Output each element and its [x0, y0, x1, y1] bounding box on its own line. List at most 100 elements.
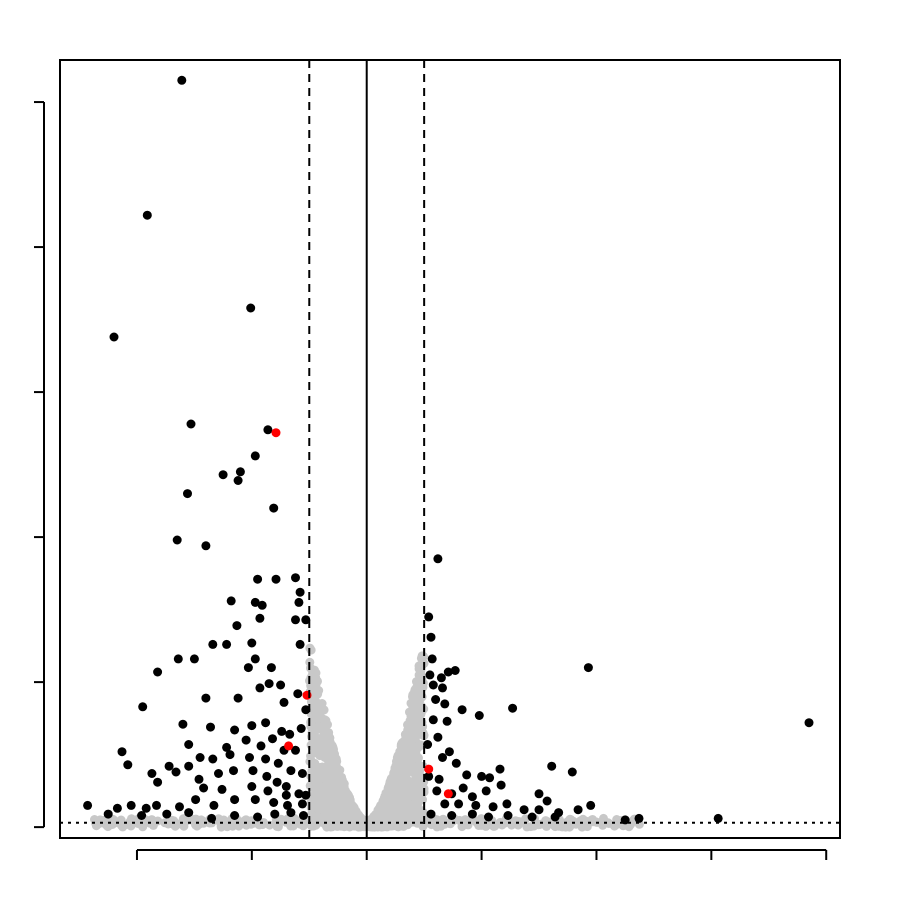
point-significant [438, 683, 447, 693]
point-not-significant [320, 733, 330, 743]
point-not-significant [402, 780, 412, 790]
point-significant [286, 766, 296, 776]
point-significant [293, 689, 303, 699]
point-significant [263, 786, 273, 796]
point-significant [424, 612, 434, 622]
point-significant [296, 724, 306, 733]
point-significant [266, 663, 276, 673]
point-significant [425, 670, 435, 680]
point-significant [269, 503, 279, 513]
point-not-significant [338, 783, 348, 793]
point-not-significant [387, 774, 397, 784]
point-significant [225, 750, 235, 760]
point-significant [173, 654, 183, 664]
point-not-significant [214, 814, 224, 824]
point-significant [496, 780, 506, 790]
point-not-significant [394, 777, 404, 787]
point-significant [495, 764, 505, 774]
point-significant [462, 770, 472, 780]
point-significant [109, 332, 119, 342]
point-significant [283, 800, 292, 810]
point-significant [112, 803, 122, 813]
point-significant [424, 771, 434, 781]
point-significant [277, 726, 287, 736]
point-significant [488, 802, 498, 812]
point-significant [291, 615, 300, 625]
point-not-significant [413, 799, 423, 809]
point-significant [440, 699, 450, 709]
point-significant [426, 632, 436, 642]
point-significant [214, 769, 223, 778]
point-significant [272, 777, 282, 787]
point-significant [294, 789, 304, 799]
point-significant [230, 811, 240, 820]
point-not-significant [416, 685, 426, 695]
point-not-significant [383, 784, 393, 793]
point-significant [433, 732, 443, 742]
point-significant [443, 667, 453, 677]
point-significant [297, 769, 307, 778]
point-significant [286, 808, 296, 818]
point-not-significant [191, 814, 201, 824]
point-significant [201, 541, 211, 551]
point-significant [257, 600, 267, 610]
point-significant [123, 760, 133, 770]
point-significant [209, 800, 219, 810]
point-not-significant [319, 723, 328, 733]
point-not-significant [319, 705, 329, 715]
point-not-significant [386, 812, 396, 822]
point-significant [233, 476, 243, 485]
point-significant [433, 554, 443, 564]
point-not-significant [295, 819, 305, 829]
point-significant [194, 774, 204, 784]
point-highlighted [443, 789, 453, 799]
point-not-significant [309, 695, 319, 705]
point-significant [281, 790, 291, 800]
point-significant [294, 597, 304, 607]
point-not-significant [529, 821, 539, 831]
point-significant [451, 758, 461, 768]
point-not-significant [118, 822, 128, 832]
point-significant [261, 754, 271, 764]
point-not-significant [624, 822, 634, 832]
point-significant [247, 638, 257, 648]
point-significant [248, 766, 258, 776]
point-highlighted [284, 741, 294, 751]
point-significant [567, 767, 577, 777]
point-not-significant [400, 762, 410, 771]
point-significant [147, 769, 157, 778]
reference-lines [60, 60, 840, 838]
point-not-significant [395, 747, 405, 756]
point-not-significant [337, 772, 347, 782]
point-not-significant [311, 681, 321, 691]
point-significant [222, 639, 232, 649]
point-significant [273, 758, 283, 768]
plot-frame [59, 59, 841, 839]
point-not-significant [318, 805, 328, 815]
point-significant [471, 800, 481, 810]
significant-points [83, 75, 814, 825]
point-significant [256, 741, 266, 751]
point-significant [436, 673, 446, 683]
point-significant [270, 809, 280, 819]
point-significant [301, 615, 311, 625]
point-not-significant [178, 814, 188, 824]
point-significant [217, 784, 227, 794]
point-significant [534, 805, 544, 815]
point-not-significant [278, 816, 288, 826]
point-significant [423, 740, 433, 749]
point-not-significant [612, 815, 622, 824]
point-not-significant [338, 810, 348, 820]
point-significant [291, 573, 300, 583]
point-significant [177, 75, 187, 85]
point-not-significant [415, 806, 424, 816]
point-significant [447, 811, 457, 820]
point-not-significant [306, 799, 316, 809]
point-significant [250, 654, 260, 664]
point-significant [241, 735, 251, 745]
point-significant [301, 705, 311, 715]
point-significant [137, 811, 147, 820]
point-not-significant [415, 669, 425, 679]
point-significant [195, 753, 205, 762]
point-significant [206, 722, 215, 732]
